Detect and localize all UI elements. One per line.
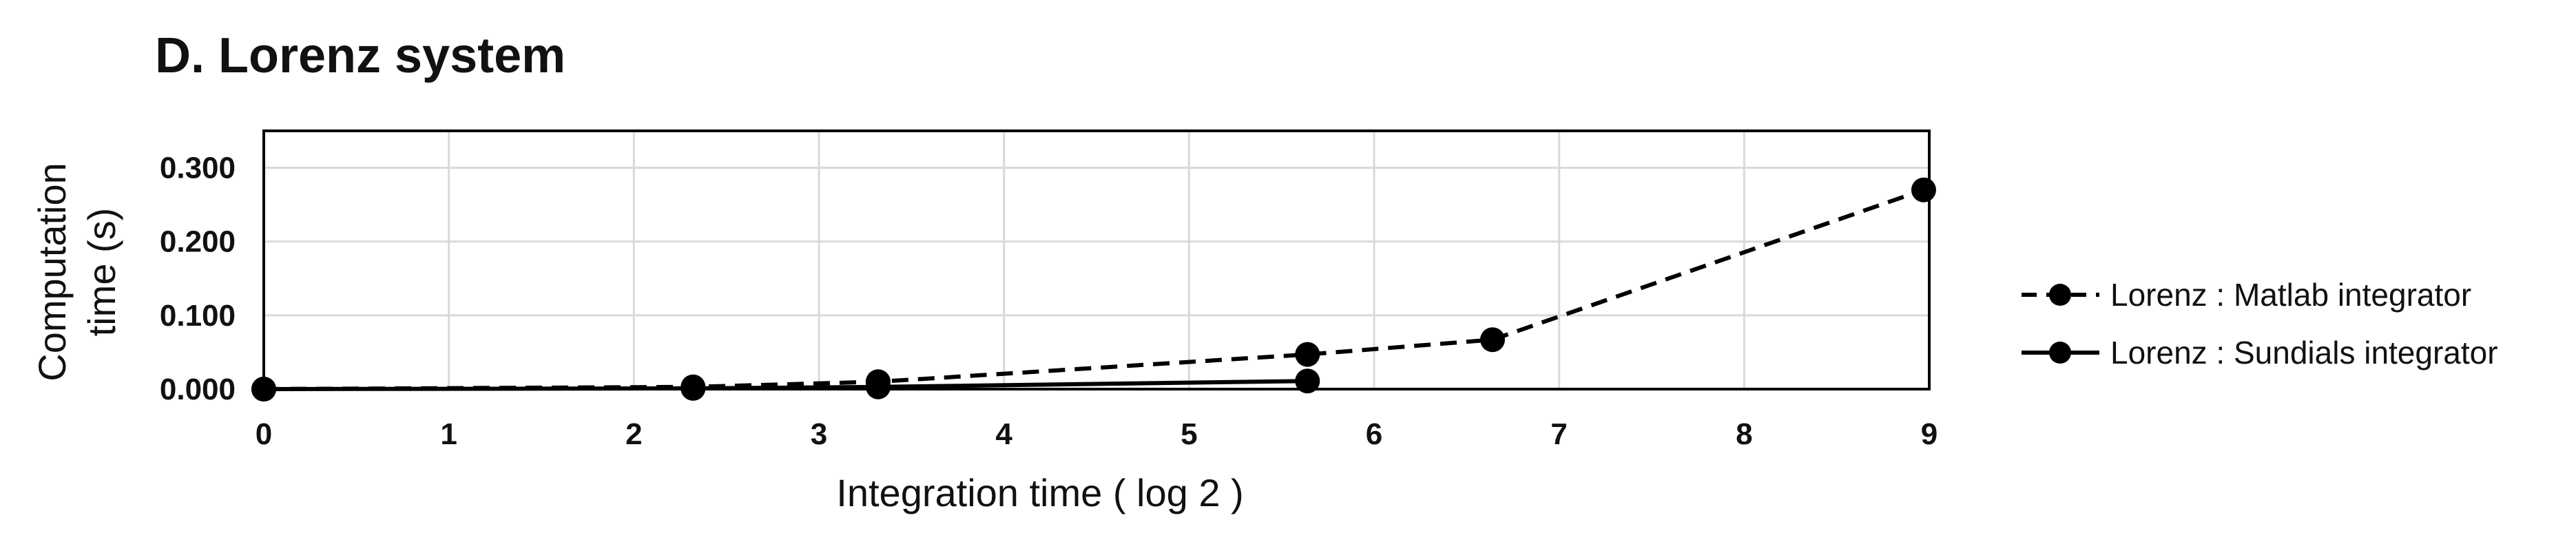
x-tick-label: 2: [625, 417, 642, 451]
x-tick-label: 8: [1736, 417, 1752, 451]
x-tick-label: 7: [1550, 417, 1567, 451]
x-tick-label: 0: [256, 417, 272, 451]
legend-label-sundials: Lorenz : Sundials integrator: [2110, 335, 2498, 371]
y-tick-label: 0.300: [160, 152, 236, 185]
y-tick-label: 0.200: [160, 225, 236, 259]
series-line-sundials: [263, 379, 1308, 391]
x-tick-label: 3: [811, 417, 827, 451]
x-tick-label: 6: [1366, 417, 1382, 451]
data-point-sundials[interactable]: [865, 374, 891, 399]
series-layer: [251, 177, 1936, 402]
grid: [264, 131, 1929, 389]
x-tick-labels: 0 1 2 3 4 5 6 7 8 9: [256, 417, 1938, 451]
legend: Lorenz : Matlab integrator Lorenz : Sund…: [2022, 277, 2498, 371]
data-point-matlab[interactable]: [1479, 327, 1505, 353]
data-point-matlab[interactable]: [1295, 342, 1320, 367]
data-point-matlab[interactable]: [1911, 177, 1936, 202]
y-axis-label-line-1: Computation: [30, 163, 74, 382]
data-point-sundials[interactable]: [681, 375, 706, 401]
y-tick-label: 0.000: [160, 373, 236, 406]
series-line-matlab: [263, 187, 1924, 391]
plot-area-border: [262, 129, 1931, 390]
data-point-sundials[interactable]: [1295, 368, 1320, 394]
y-axis-label: Computation time (s): [30, 163, 123, 382]
legend-marker-sundials: [2049, 342, 2071, 364]
y-tick-label: 0.100: [160, 299, 236, 333]
x-tick-label: 4: [995, 417, 1012, 451]
data-point-sundials[interactable]: [251, 377, 276, 402]
x-tick-label: 9: [1921, 417, 1938, 451]
x-tick-label: 5: [1181, 417, 1197, 451]
x-tick-label: 1: [440, 417, 457, 451]
chart-title: D. Lorenz system: [155, 28, 565, 83]
legend-item-matlab[interactable]: Lorenz : Matlab integrator: [2022, 277, 2471, 313]
y-axis-label-line-2: time (s): [80, 208, 123, 337]
legend-marker-matlab: [2049, 284, 2071, 306]
y-tick-labels: 0.000 0.100 0.200 0.300: [160, 152, 236, 406]
x-axis-label: Integration time ( log 2 ): [836, 471, 1243, 514]
legend-label-matlab: Lorenz : Matlab integrator: [2110, 277, 2471, 313]
legend-item-sundials[interactable]: Lorenz : Sundials integrator: [2022, 335, 2498, 371]
